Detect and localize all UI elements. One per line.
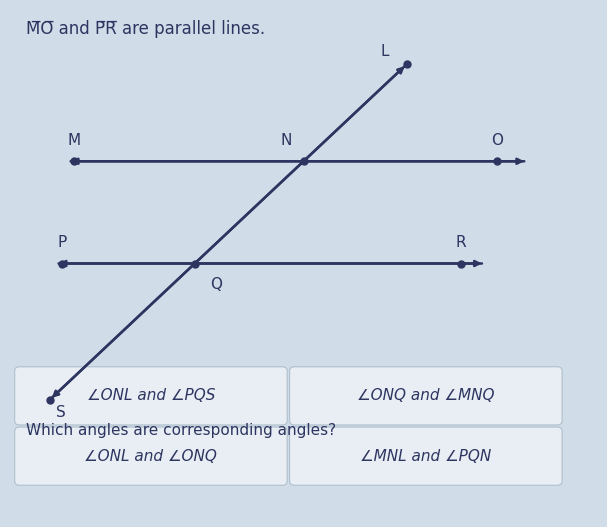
Text: L: L [380, 44, 388, 59]
Text: R: R [455, 236, 466, 250]
Text: S: S [56, 405, 66, 420]
Text: P: P [57, 236, 66, 250]
Text: ∠ONQ and ∠MNQ: ∠ONQ and ∠MNQ [357, 388, 495, 403]
Text: N: N [280, 133, 291, 148]
Text: O: O [491, 133, 503, 148]
Text: ∠ONL and ∠PQS: ∠ONL and ∠PQS [87, 388, 215, 403]
FancyBboxPatch shape [15, 427, 287, 485]
Text: M̅O̅ and P̅R̅ are parallel lines.: M̅O̅ and P̅R̅ are parallel lines. [25, 19, 265, 38]
Text: M: M [67, 133, 81, 148]
Text: Which angles are corresponding angles?: Which angles are corresponding angles? [25, 423, 336, 438]
FancyBboxPatch shape [290, 367, 562, 425]
Text: ∠MNL and ∠PQN: ∠MNL and ∠PQN [360, 448, 492, 464]
FancyBboxPatch shape [15, 367, 287, 425]
FancyBboxPatch shape [290, 427, 562, 485]
Text: Q: Q [210, 277, 222, 291]
Text: ∠ONL and ∠ONQ: ∠ONL and ∠ONQ [84, 448, 217, 464]
